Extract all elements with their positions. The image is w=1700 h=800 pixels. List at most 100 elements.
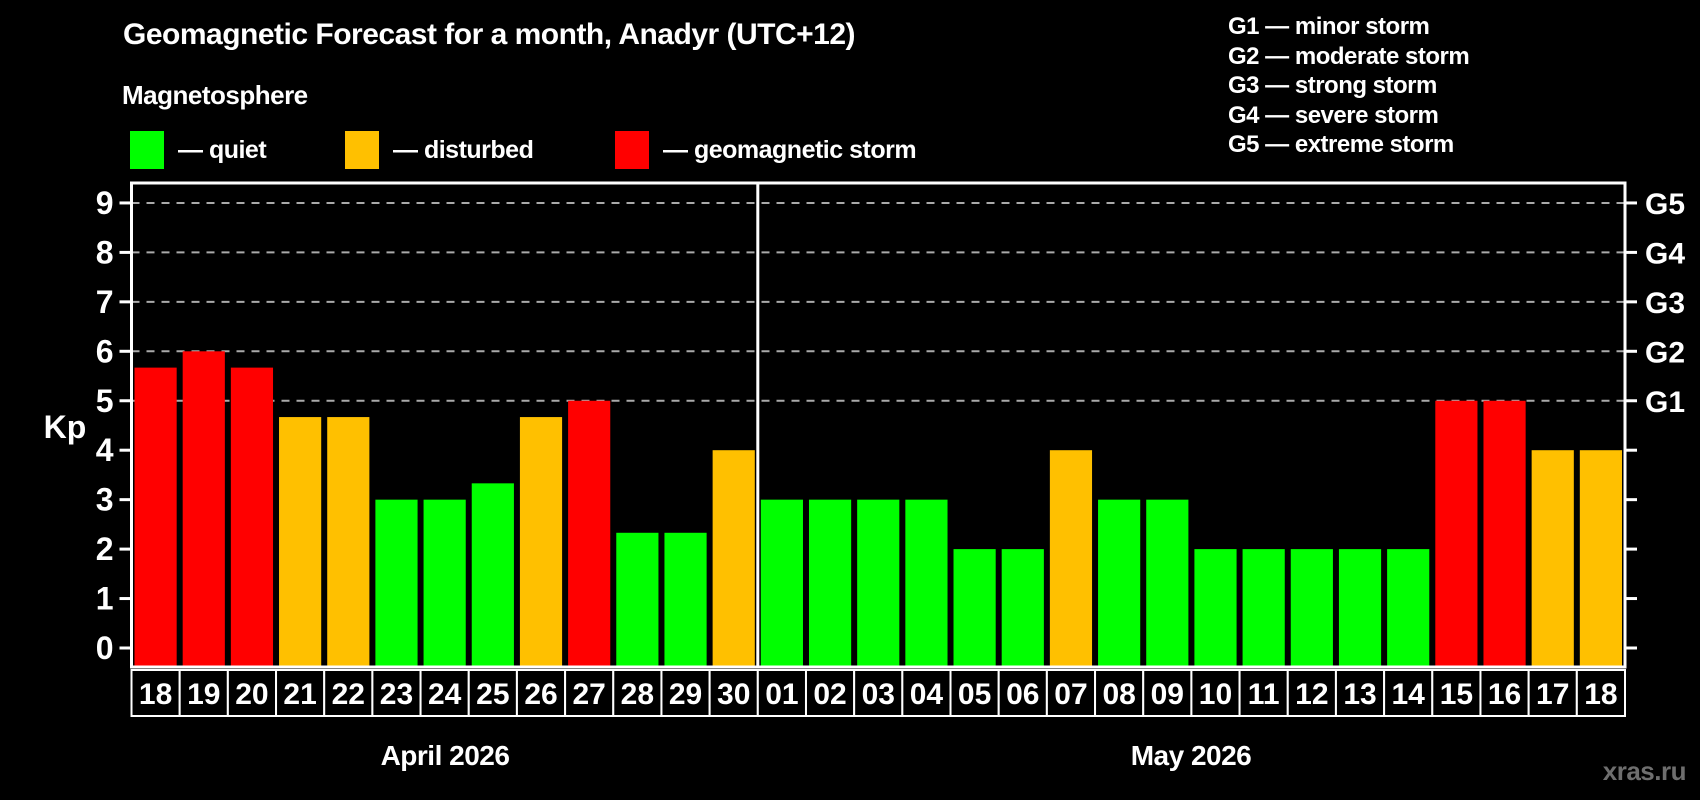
- date-label-16: 16: [1488, 678, 1521, 711]
- date-label-22: 22: [332, 678, 365, 711]
- date-box-26: [515, 669, 567, 717]
- legend-item-quiet: — quiet: [130, 131, 267, 169]
- legend-item-storm: — geomagnetic storm: [615, 131, 917, 169]
- date-box-13: [1334, 669, 1386, 717]
- kp-bar-03: [857, 499, 900, 667]
- y-axis-title: Kp: [43, 409, 87, 445]
- y-tick-label-1: 1: [96, 581, 114, 617]
- date-box-11: [1238, 669, 1289, 717]
- storm-scale-legend: G1 — minor storm G2 — moderate storm G3 …: [1228, 12, 1470, 160]
- month-label-may: May 2026: [1130, 740, 1252, 771]
- date-box-04: [901, 669, 952, 717]
- date-label-27: 27: [572, 678, 605, 711]
- date-label-17: 17: [1536, 678, 1569, 711]
- date-label-06: 06: [1006, 678, 1039, 711]
- kp-bar-30: [712, 450, 755, 667]
- date-label-11: 11: [1248, 678, 1280, 711]
- watermark: xras.ru: [1602, 756, 1687, 786]
- date-box-16: [1479, 669, 1530, 717]
- date-label-09: 09: [1151, 678, 1184, 711]
- g-scale-label-G1: G1: [1645, 386, 1685, 419]
- date-label-15: 15: [1440, 678, 1473, 711]
- legend-item-disturbed: — disturbed: [345, 131, 534, 169]
- kp-bar-23: [375, 499, 418, 667]
- kp-bar-11: [1242, 549, 1285, 667]
- date-label-04: 04: [910, 678, 944, 711]
- date-box-14: [1383, 669, 1434, 717]
- kp-bar-04: [905, 499, 948, 667]
- date-label-08: 08: [1102, 678, 1135, 711]
- kp-bar-26: [519, 417, 563, 667]
- date-box-28: [612, 669, 663, 717]
- y-tick-label-2: 2: [96, 531, 114, 567]
- kp-bar-12: [1290, 549, 1333, 667]
- kp-bar-25: [471, 483, 514, 667]
- y-tick-label-7: 7: [96, 284, 114, 320]
- kp-bar-13: [1338, 549, 1382, 667]
- date-label-21: 21: [283, 678, 316, 711]
- y-tick-label-6: 6: [96, 333, 114, 369]
- kp-bar-08: [1098, 499, 1141, 667]
- kp-bar-06: [1001, 549, 1044, 667]
- kp-bar-02: [808, 499, 852, 667]
- date-label-01: 01: [765, 678, 798, 711]
- kp-bar-24: [423, 499, 466, 667]
- date-label-24: 24: [428, 678, 462, 711]
- disturbed-color-swatch: [345, 131, 379, 169]
- date-label-30: 30: [717, 678, 750, 711]
- date-box-15: [1431, 669, 1482, 717]
- kp-bar-16: [1483, 400, 1526, 667]
- date-label-03: 03: [862, 678, 895, 711]
- date-box-29: [660, 669, 711, 717]
- kp-bar-01: [760, 499, 803, 667]
- storm-scale-g4: G4 — severe storm: [1228, 101, 1439, 129]
- kp-bar-29: [664, 532, 707, 667]
- date-label-13: 13: [1343, 678, 1376, 711]
- disturbed-label: — disturbed: [393, 135, 534, 164]
- g-scale-label-G4: G4: [1645, 237, 1685, 270]
- kp-bar-05: [953, 549, 996, 667]
- kp-bar-22: [327, 417, 370, 667]
- date-label-12: 12: [1295, 678, 1328, 711]
- date-label-29: 29: [669, 678, 702, 711]
- date-box-20: [226, 669, 278, 717]
- y-tick-label-9: 9: [96, 185, 114, 221]
- kp-bar-09: [1146, 499, 1189, 667]
- kp-bar-10: [1194, 549, 1237, 667]
- magnetosphere-subtitle: Magnetosphere: [122, 80, 308, 110]
- storm-scale-g3: G3 — strong storm: [1228, 72, 1437, 100]
- storm-scale-g5: G5 — extreme storm: [1228, 131, 1454, 159]
- page-title: Geomagnetic Forecast for a month, Anadyr…: [123, 18, 856, 51]
- date-label-14: 14: [1392, 678, 1426, 711]
- date-label-18: 18: [139, 678, 172, 711]
- quiet-label: — quiet: [178, 135, 267, 164]
- storm-label: — geomagnetic storm: [663, 135, 917, 164]
- kp-bar-17: [1531, 450, 1574, 667]
- y-tick-label-3: 3: [96, 482, 114, 518]
- date-label-07: 07: [1054, 678, 1087, 711]
- g-scale-label-G5: G5: [1645, 188, 1685, 221]
- storm-color-swatch: [615, 131, 649, 169]
- kp-bar-19: [182, 351, 225, 667]
- kp-bar-27: [568, 400, 611, 667]
- kp-bar-15: [1435, 400, 1478, 667]
- date-box-27: [564, 669, 615, 717]
- kp-bar-14: [1387, 549, 1430, 667]
- y-tick-label-0: 0: [96, 630, 114, 666]
- y-tick-label-8: 8: [96, 234, 114, 270]
- storm-scale-g1: G1 — minor storm: [1228, 13, 1430, 40]
- kp-bar-21: [279, 417, 322, 667]
- date-box-12: [1286, 669, 1337, 717]
- date-label-20: 20: [235, 678, 268, 711]
- kp-bar-18: [134, 367, 177, 667]
- date-box-18: [1575, 669, 1627, 717]
- date-label-10: 10: [1199, 678, 1232, 711]
- date-box-03: [853, 669, 904, 717]
- date-box-01: [756, 669, 807, 717]
- date-label-18: 18: [1584, 678, 1617, 711]
- date-label-28: 28: [621, 678, 654, 711]
- date-box-09: [1142, 669, 1193, 717]
- date-box-19: [178, 669, 229, 717]
- month-label-april: April 2026: [380, 740, 510, 771]
